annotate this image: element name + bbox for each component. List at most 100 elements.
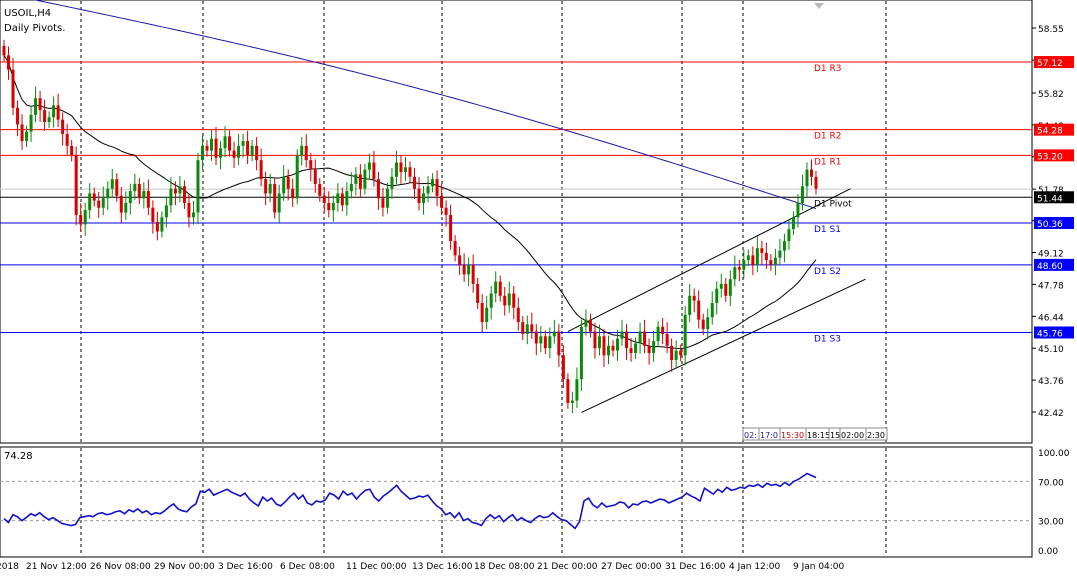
candle-body-56 xyxy=(255,145,259,161)
candle-body-30 xyxy=(137,183,141,199)
price-badges: 57.12 54.28 53.20 51.44 50.36 48.60 45.76 xyxy=(1034,56,1074,339)
indicator-label: Daily Pivots. xyxy=(4,23,65,34)
candle-body-23 xyxy=(106,188,110,199)
price-tick-label-7: 49.12 xyxy=(1038,249,1064,259)
candle-body-28 xyxy=(128,191,132,203)
candle-body-58 xyxy=(264,179,268,194)
candle-body-16 xyxy=(74,155,78,215)
candle-body-8 xyxy=(38,98,42,111)
price-tick-label-10: 45.10 xyxy=(1038,345,1064,355)
candle-body-145 xyxy=(656,326,660,342)
candle-body-76 xyxy=(345,191,349,206)
candle-body-14 xyxy=(65,133,69,146)
candle-body-112 xyxy=(507,293,511,306)
price-tick-label-2: 55.82 xyxy=(1038,90,1064,100)
candle-body-101 xyxy=(458,255,462,265)
candle-body-35 xyxy=(160,217,164,232)
candle-body-164 xyxy=(742,260,746,270)
candle-body-57 xyxy=(259,160,263,180)
candle-body-129 xyxy=(584,319,588,327)
time-label-11: 31 Dec 16:00 xyxy=(665,562,726,572)
price-badge-1 xyxy=(1034,123,1074,136)
candle-body-168 xyxy=(760,248,764,253)
time-label-1: 21 Nov 12:00 xyxy=(26,562,87,572)
rsi-line xyxy=(0,472,1032,530)
candle-body-141 xyxy=(638,331,642,344)
candle-body-73 xyxy=(331,202,335,211)
pivot-label-2: D1 R1 xyxy=(814,157,842,167)
candle-body-70 xyxy=(318,183,322,196)
candle-body-105 xyxy=(476,283,480,303)
candle-body-138 xyxy=(625,331,629,349)
candle-body-39 xyxy=(178,186,182,194)
rsi-plot-frame xyxy=(0,446,1033,558)
candle-body-152 xyxy=(688,295,692,315)
candle-body-95 xyxy=(431,179,435,187)
candle-body-84 xyxy=(381,198,385,208)
candle-body-146 xyxy=(661,326,665,334)
candle-body-40 xyxy=(182,186,186,203)
candle-body-33 xyxy=(151,207,155,223)
candle-body-100 xyxy=(453,241,457,256)
candle-body-157 xyxy=(710,302,714,318)
candle-body-118 xyxy=(534,331,538,344)
candle-body-120 xyxy=(543,336,547,349)
time-readout-label-1: 17:0 xyxy=(760,431,778,440)
pivot-label-0: D1 R3 xyxy=(814,64,842,74)
candle-body-3 xyxy=(16,107,20,125)
candle-body-26 xyxy=(119,195,123,213)
candle-body-47 xyxy=(214,138,218,158)
candle-body-46 xyxy=(210,138,214,151)
candle-body-49 xyxy=(223,136,227,149)
candle-body-18 xyxy=(83,210,87,225)
candle-body-85 xyxy=(385,188,389,208)
candle-body-153 xyxy=(692,295,696,301)
candle-body-167 xyxy=(755,248,759,265)
candle-body-63 xyxy=(286,176,290,189)
time-label-7: 13 Dec 16:00 xyxy=(412,562,473,572)
candle-body-135 xyxy=(611,345,615,351)
candle-body-162 xyxy=(733,267,737,280)
candle-body-161 xyxy=(728,279,732,296)
price-badge-4 xyxy=(1034,216,1074,229)
candle-body-148 xyxy=(670,345,674,361)
time-readout: 02: 17:0 15:30 18:15 15 02:00 2:30 xyxy=(742,427,888,441)
candle-body-32 xyxy=(146,191,150,208)
time-label-12: 4 Jan 12:00 xyxy=(729,562,781,572)
price-badge-3 xyxy=(1034,191,1074,204)
candle-body-66 xyxy=(300,145,304,156)
candle-body-113 xyxy=(512,293,516,308)
candle-body-4 xyxy=(20,124,24,142)
pivot-label-3: D1 Pivot xyxy=(814,199,852,209)
candle-body-147 xyxy=(665,333,669,346)
candle-body-103 xyxy=(467,264,471,275)
candle-body-45 xyxy=(205,145,209,151)
scroll-marker-icon[interactable] xyxy=(814,3,824,9)
candle-body-53 xyxy=(241,141,245,146)
candle-body-124 xyxy=(561,355,565,380)
candle-body-94 xyxy=(426,186,430,194)
candle-body-65 xyxy=(295,155,299,199)
candle-body-173 xyxy=(782,241,786,251)
candle-body-133 xyxy=(602,336,606,356)
candle-body-131 xyxy=(593,331,597,349)
time-label-2: 26 Nov 08:00 xyxy=(90,562,151,572)
candle-body-88 xyxy=(399,162,403,173)
candle-body-54 xyxy=(246,141,250,156)
candle-body-89 xyxy=(403,167,407,173)
candle-body-25 xyxy=(115,179,119,196)
candle-body-125 xyxy=(566,379,570,403)
candle-body-136 xyxy=(616,338,620,351)
time-readout-label-4: 15 xyxy=(830,431,840,440)
candle-body-72 xyxy=(327,202,331,211)
time-label-0: 2018 xyxy=(0,562,19,572)
candle-body-69 xyxy=(313,169,317,184)
candle-body-107 xyxy=(485,307,489,323)
candle-body-166 xyxy=(751,255,755,265)
candle-body-78 xyxy=(354,174,358,184)
candle-body-134 xyxy=(606,345,610,356)
vertical-grid xyxy=(80,1,887,556)
